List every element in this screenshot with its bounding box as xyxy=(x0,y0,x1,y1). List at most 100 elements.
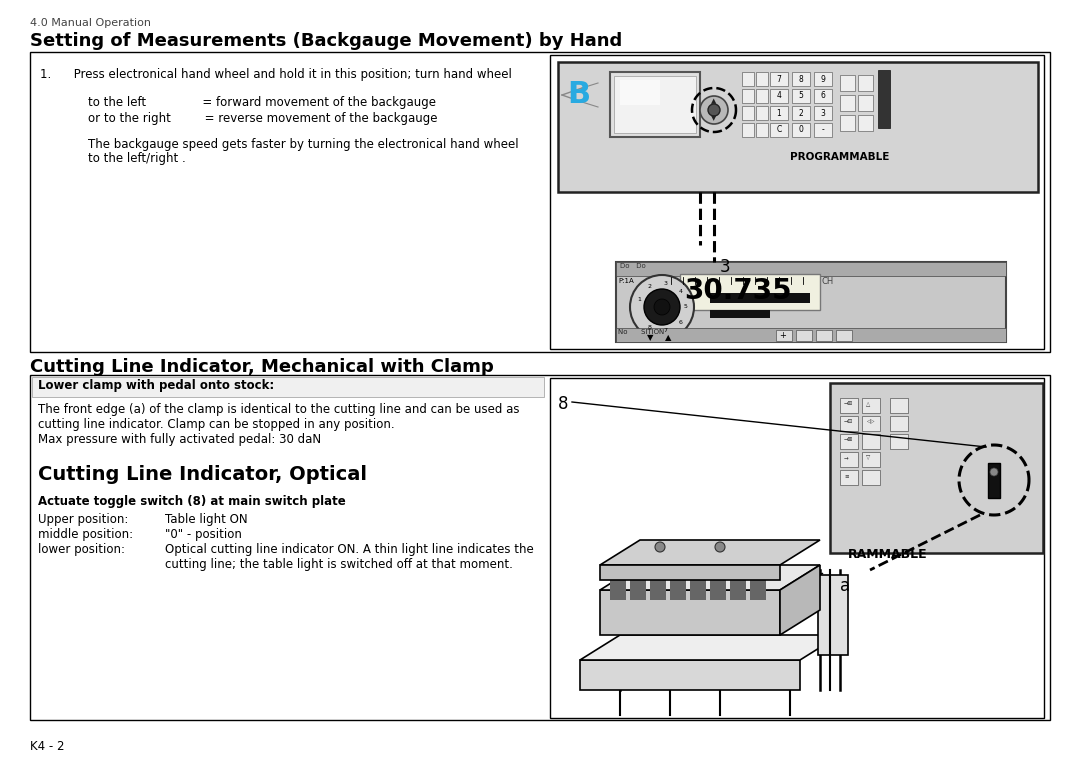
Bar xyxy=(756,123,768,137)
Bar xyxy=(792,89,810,103)
Bar xyxy=(818,575,848,655)
Text: Table light ON: Table light ON xyxy=(165,513,247,526)
Polygon shape xyxy=(630,580,646,600)
Text: 5: 5 xyxy=(684,304,688,310)
Bar xyxy=(988,463,1000,498)
Text: -: - xyxy=(822,125,824,134)
Bar xyxy=(792,106,810,120)
Text: +: + xyxy=(779,331,786,340)
Bar xyxy=(550,378,1044,718)
Text: lower position:: lower position: xyxy=(38,543,125,556)
Text: K4 - 2: K4 - 2 xyxy=(30,740,65,753)
Text: ◁▷: ◁▷ xyxy=(866,419,875,424)
Polygon shape xyxy=(780,565,820,635)
Text: PROGRAMMABLE: PROGRAMMABLE xyxy=(789,152,889,162)
Bar xyxy=(840,398,858,413)
Bar xyxy=(858,115,873,131)
Bar xyxy=(770,72,788,86)
Bar xyxy=(742,89,754,103)
Text: 8: 8 xyxy=(798,75,804,83)
Text: C: C xyxy=(777,125,782,134)
Bar xyxy=(831,383,1043,553)
Text: cutting line; the table light is switched off at that moment.: cutting line; the table light is switche… xyxy=(165,558,513,571)
Text: 8: 8 xyxy=(558,395,568,413)
Bar xyxy=(616,328,1005,342)
Text: CH: CH xyxy=(822,277,834,286)
Text: 1.      Press electronical hand wheel and hold it in this position; turn hand wh: 1. Press electronical hand wheel and hol… xyxy=(40,68,512,81)
Circle shape xyxy=(630,275,694,339)
Polygon shape xyxy=(730,580,746,600)
Bar xyxy=(890,398,908,413)
Text: 5: 5 xyxy=(798,92,804,101)
Text: 7: 7 xyxy=(664,328,667,333)
Bar xyxy=(814,89,832,103)
Polygon shape xyxy=(580,635,840,660)
Bar xyxy=(862,452,880,467)
Bar xyxy=(814,123,832,137)
Text: 2: 2 xyxy=(798,108,804,118)
Text: →: → xyxy=(843,455,849,460)
Text: The backgauge speed gets faster by turning the electronical hand wheel: The backgauge speed gets faster by turni… xyxy=(87,138,518,151)
Text: 3: 3 xyxy=(821,108,825,118)
Bar xyxy=(858,95,873,111)
Text: Optical cutting line indicator ON. A thin light line indicates the: Optical cutting line indicator ON. A thi… xyxy=(165,543,534,556)
Bar xyxy=(840,416,858,431)
Bar xyxy=(770,89,788,103)
Text: ▽: ▽ xyxy=(866,455,870,460)
Bar xyxy=(742,72,754,86)
Bar xyxy=(792,123,810,137)
Polygon shape xyxy=(690,580,706,600)
Bar xyxy=(878,70,890,128)
Text: →⊟: →⊟ xyxy=(843,419,853,424)
Polygon shape xyxy=(610,580,626,600)
Text: 1: 1 xyxy=(637,297,642,302)
Text: 30.735: 30.735 xyxy=(684,277,792,305)
Bar xyxy=(862,398,880,413)
Text: Do   Do: Do Do xyxy=(620,263,646,269)
Polygon shape xyxy=(600,590,780,635)
Text: cutting line indicator. Clamp can be stopped in any position.: cutting line indicator. Clamp can be sto… xyxy=(38,418,394,431)
Bar xyxy=(890,434,908,449)
Bar xyxy=(610,72,700,137)
Text: No      SITION: No SITION xyxy=(618,329,664,335)
Text: 9: 9 xyxy=(821,75,825,83)
Text: The front edge (a) of the clamp is identical to the cutting line and can be used: The front edge (a) of the clamp is ident… xyxy=(38,403,519,416)
Text: a: a xyxy=(840,577,850,595)
Bar xyxy=(862,416,880,431)
Bar xyxy=(840,115,855,131)
Text: Lower clamp with pedal onto stock:: Lower clamp with pedal onto stock: xyxy=(38,379,274,392)
Bar xyxy=(814,106,832,120)
Circle shape xyxy=(654,542,665,552)
Bar xyxy=(620,80,660,105)
Bar xyxy=(836,330,852,341)
Text: 3: 3 xyxy=(720,258,731,276)
Bar xyxy=(710,293,810,303)
Polygon shape xyxy=(580,660,800,690)
Polygon shape xyxy=(650,580,666,600)
Bar xyxy=(777,330,792,341)
Polygon shape xyxy=(670,580,686,600)
Bar xyxy=(615,76,696,133)
Bar xyxy=(840,95,855,111)
Text: Actuate toggle switch (8) at main switch plate: Actuate toggle switch (8) at main switch… xyxy=(38,495,346,508)
Text: ▼: ▼ xyxy=(711,115,716,121)
Bar xyxy=(558,62,1038,192)
Polygon shape xyxy=(600,565,820,590)
Text: 6: 6 xyxy=(821,92,825,101)
Bar xyxy=(680,274,820,310)
Bar xyxy=(742,123,754,137)
Text: Cutting Line Indicator, Mechanical with Clamp: Cutting Line Indicator, Mechanical with … xyxy=(30,358,494,376)
Text: Upper position:: Upper position: xyxy=(38,513,129,526)
Bar xyxy=(862,470,880,485)
Text: "0" - position: "0" - position xyxy=(165,528,242,541)
Text: △: △ xyxy=(866,401,870,406)
Text: to the left/right .: to the left/right . xyxy=(87,152,186,165)
Text: 2: 2 xyxy=(648,284,651,289)
Bar xyxy=(770,123,788,137)
Bar xyxy=(616,262,1005,276)
Bar xyxy=(32,377,544,397)
Polygon shape xyxy=(750,580,766,600)
Bar xyxy=(710,310,770,318)
Text: ≡: ≡ xyxy=(843,473,849,478)
Text: RAMMABLE: RAMMABLE xyxy=(848,548,928,561)
